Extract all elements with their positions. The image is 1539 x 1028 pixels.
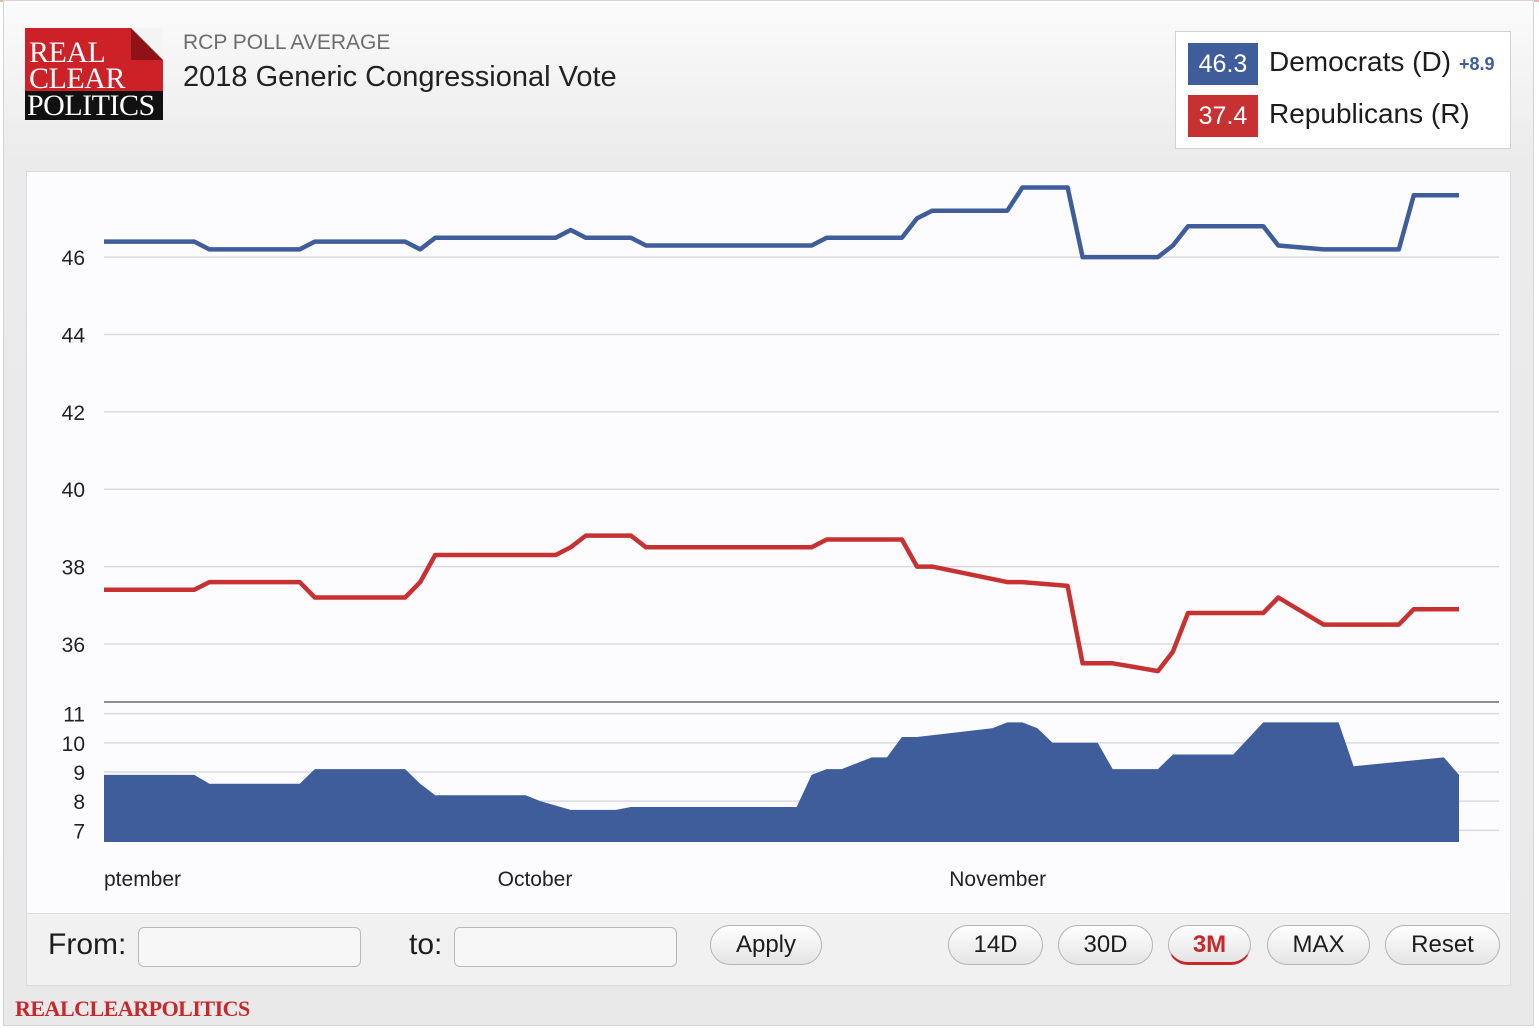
apply-button[interactable]: Apply [710,925,822,965]
rcp-logo[interactable]: REAL CLEAR POLITICS [25,28,163,120]
chart-plot-area: 36 38 40 42 44 46 7 8 9 10 11 ptember October Novembe… [26,171,1511,914]
democrats-line [104,185,1459,260]
y-tick-label: 42 [62,402,85,425]
chart-title: 2018 Generic Congressional Vote [183,61,617,93]
republicans-line [104,533,1459,674]
from-label: From: [48,928,127,961]
logo-line-clear: CLEAR [29,62,125,95]
range-30d-button[interactable]: 30D [1058,925,1153,965]
dem-value-chip: 46.3 [1188,43,1258,85]
from-date-input[interactable] [138,927,361,967]
spread-y-tick-label: 10 [62,733,85,756]
spread-y-tick-label: 9 [73,762,85,785]
x-month-label: October [498,868,573,891]
y-tick-label: 40 [62,479,85,502]
logo-line-politics: POLITICS [25,91,163,120]
range-3m-button[interactable]: 3M [1168,925,1251,965]
spread-y-tick-label: 8 [73,791,85,814]
dem-spread-value: +8.9 [1459,54,1495,74]
date-range-controls: From: to: Apply 14D 30D 3M MAX Reset [26,914,1511,986]
x-month-label: ptember [104,868,181,891]
footer-wordmark[interactable]: REALCLEARPOLITICS [15,996,250,1021]
range-max-button[interactable]: MAX [1267,925,1370,965]
x-month-label: November [949,868,1046,891]
y-tick-label: 44 [62,324,86,347]
range-14d-button[interactable]: 14D [948,925,1043,965]
spread-y-tick-label: 11 [63,704,85,727]
rep-legend-label: Republicans (R) [1269,98,1470,129]
logo-fold-corner [131,28,163,60]
to-label: to: [409,928,443,961]
to-date-input[interactable] [454,927,677,967]
rep-value-chip: 37.4 [1188,95,1258,137]
chart-kicker: RCP POLL AVERAGE [183,31,391,54]
y-tick-label: 36 [62,634,85,657]
chart-svg: 36 38 40 42 44 46 7 8 9 10 11 ptember October Novembe… [62,185,1499,891]
reset-button[interactable]: Reset [1385,925,1500,965]
dem-legend-label: Democrats (D) [1269,46,1452,77]
legend-box: 46.3 Democrats (D) +8.9 37.4 Republicans… [1175,31,1511,149]
y-tick-label: 38 [62,557,85,580]
spread-area [104,722,1459,842]
spread-y-tick-label: 7 [73,820,85,843]
logo-line-real: REAL [29,36,106,69]
y-tick-label: 46 [62,247,85,270]
